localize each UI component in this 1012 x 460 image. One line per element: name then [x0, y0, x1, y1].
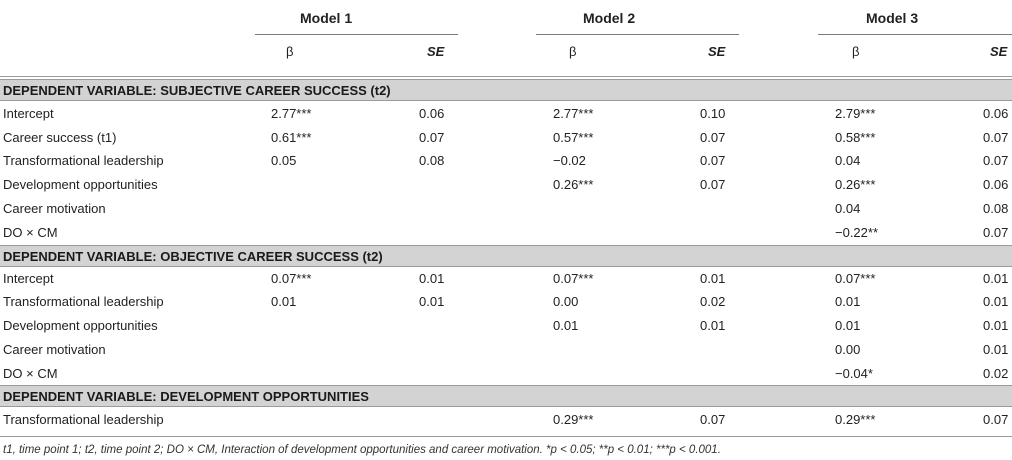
m3-se: 0.07: [983, 412, 1009, 427]
model-3-se-heading: SE: [990, 44, 1008, 59]
m3-beta: 0.07***: [835, 271, 876, 286]
row-label: Development opportunities: [3, 177, 158, 192]
m2-beta: 2.77***: [553, 106, 594, 121]
m2-se: 0.10: [700, 106, 726, 121]
model-2-heading: Model 2: [583, 10, 636, 26]
model-1-underline: [255, 34, 458, 35]
section-title: DEPENDENT VARIABLE: OBJECTIVE CAREER SUC…: [3, 249, 383, 264]
m2-se: 0.07: [700, 153, 726, 168]
m3-se: 0.07: [983, 153, 1009, 168]
row-label: DO × CM: [3, 225, 58, 240]
m1-se: 0.08: [419, 153, 445, 168]
m2-beta: −0.02: [553, 153, 586, 168]
m1-se: 0.01: [419, 271, 445, 286]
row-label: Transformational leadership: [3, 412, 164, 427]
m3-se: 0.01: [983, 342, 1009, 357]
model-1-heading: Model 1: [300, 10, 353, 26]
m1-beta: 0.01: [271, 294, 297, 309]
m3-se: 0.01: [983, 271, 1009, 286]
m2-beta: 0.07***: [553, 271, 594, 286]
m1-se: 0.06: [419, 106, 445, 121]
header-rule: [0, 76, 1012, 77]
m1-beta: 2.77***: [271, 106, 312, 121]
row-label: Intercept: [3, 106, 54, 121]
m3-beta: 0.26***: [835, 177, 876, 192]
m3-se: 0.01: [983, 318, 1009, 333]
m3-beta: 2.79***: [835, 106, 876, 121]
m3-se: 0.07: [983, 225, 1009, 240]
m1-beta: 0.61***: [271, 130, 312, 145]
m3-se: 0.02: [983, 366, 1009, 381]
m2-beta: 0.26***: [553, 177, 594, 192]
m3-se: 0.06: [983, 177, 1009, 192]
table-bottom-rule: [0, 436, 1012, 437]
row-label: DO × CM: [3, 366, 58, 381]
m3-beta: 0.04: [835, 201, 861, 216]
m3-beta: 0.01: [835, 318, 861, 333]
section-subjective-career-success: DEPENDENT VARIABLE: SUBJECTIVE CAREER SU…: [0, 79, 1012, 101]
m2-beta: 0.00: [553, 294, 579, 309]
model-2-se-heading: SE: [708, 44, 726, 59]
m2-se: 0.07: [700, 412, 726, 427]
model-1-beta-heading: β: [286, 44, 294, 59]
m3-beta: 0.04: [835, 153, 861, 168]
m2-se: 0.01: [700, 318, 726, 333]
row-label: Career motivation: [3, 201, 106, 216]
section-title: DEPENDENT VARIABLE: DEVELOPMENT OPPORTUN…: [3, 389, 369, 404]
m1-beta: 0.07***: [271, 271, 312, 286]
row-label: Transformational leadership: [3, 153, 164, 168]
m3-beta: −0.22**: [835, 225, 879, 240]
model-2-underline: [536, 34, 739, 35]
model-3-beta-heading: β: [852, 44, 860, 59]
m3-beta: 0.01: [835, 294, 861, 309]
row-label: Transformational leadership: [3, 294, 164, 309]
m2-se: 0.07: [700, 130, 726, 145]
m3-se: 0.08: [983, 201, 1009, 216]
m2-se: 0.07: [700, 177, 726, 192]
m3-beta: 0.58***: [835, 130, 876, 145]
m2-beta: 0.57***: [553, 130, 594, 145]
row-label: Development opportunities: [3, 318, 158, 333]
row-label: Intercept: [3, 271, 54, 286]
row-label: Career success (t1): [3, 130, 117, 145]
m1-se: 0.07: [419, 130, 445, 145]
table-footnote: t1, time point 1; t2, time point 2; DO ×…: [3, 444, 721, 456]
m2-se: 0.02: [700, 294, 726, 309]
model-3-underline: [818, 34, 1012, 35]
section-development-opportunities: DEPENDENT VARIABLE: DEVELOPMENT OPPORTUN…: [0, 385, 1012, 407]
m3-beta: −0.04*: [835, 366, 873, 381]
m2-beta: 0.29***: [553, 412, 594, 427]
m2-beta: 0.01: [553, 318, 579, 333]
m3-se: 0.06: [983, 106, 1009, 121]
row-label: Career motivation: [3, 342, 106, 357]
section-title: DEPENDENT VARIABLE: SUBJECTIVE CAREER SU…: [3, 83, 391, 98]
m2-se: 0.01: [700, 271, 726, 286]
m3-beta: 0.29***: [835, 412, 876, 427]
model-2-beta-heading: β: [569, 44, 577, 59]
model-3-heading: Model 3: [866, 10, 919, 26]
section-objective-career-success: DEPENDENT VARIABLE: OBJECTIVE CAREER SUC…: [0, 245, 1012, 267]
m1-beta: 0.05: [271, 153, 297, 168]
m3-beta: 0.00: [835, 342, 861, 357]
m3-se: 0.07: [983, 130, 1009, 145]
m3-se: 0.01: [983, 294, 1009, 309]
m1-se: 0.01: [419, 294, 445, 309]
model-1-se-heading: SE: [427, 44, 445, 59]
